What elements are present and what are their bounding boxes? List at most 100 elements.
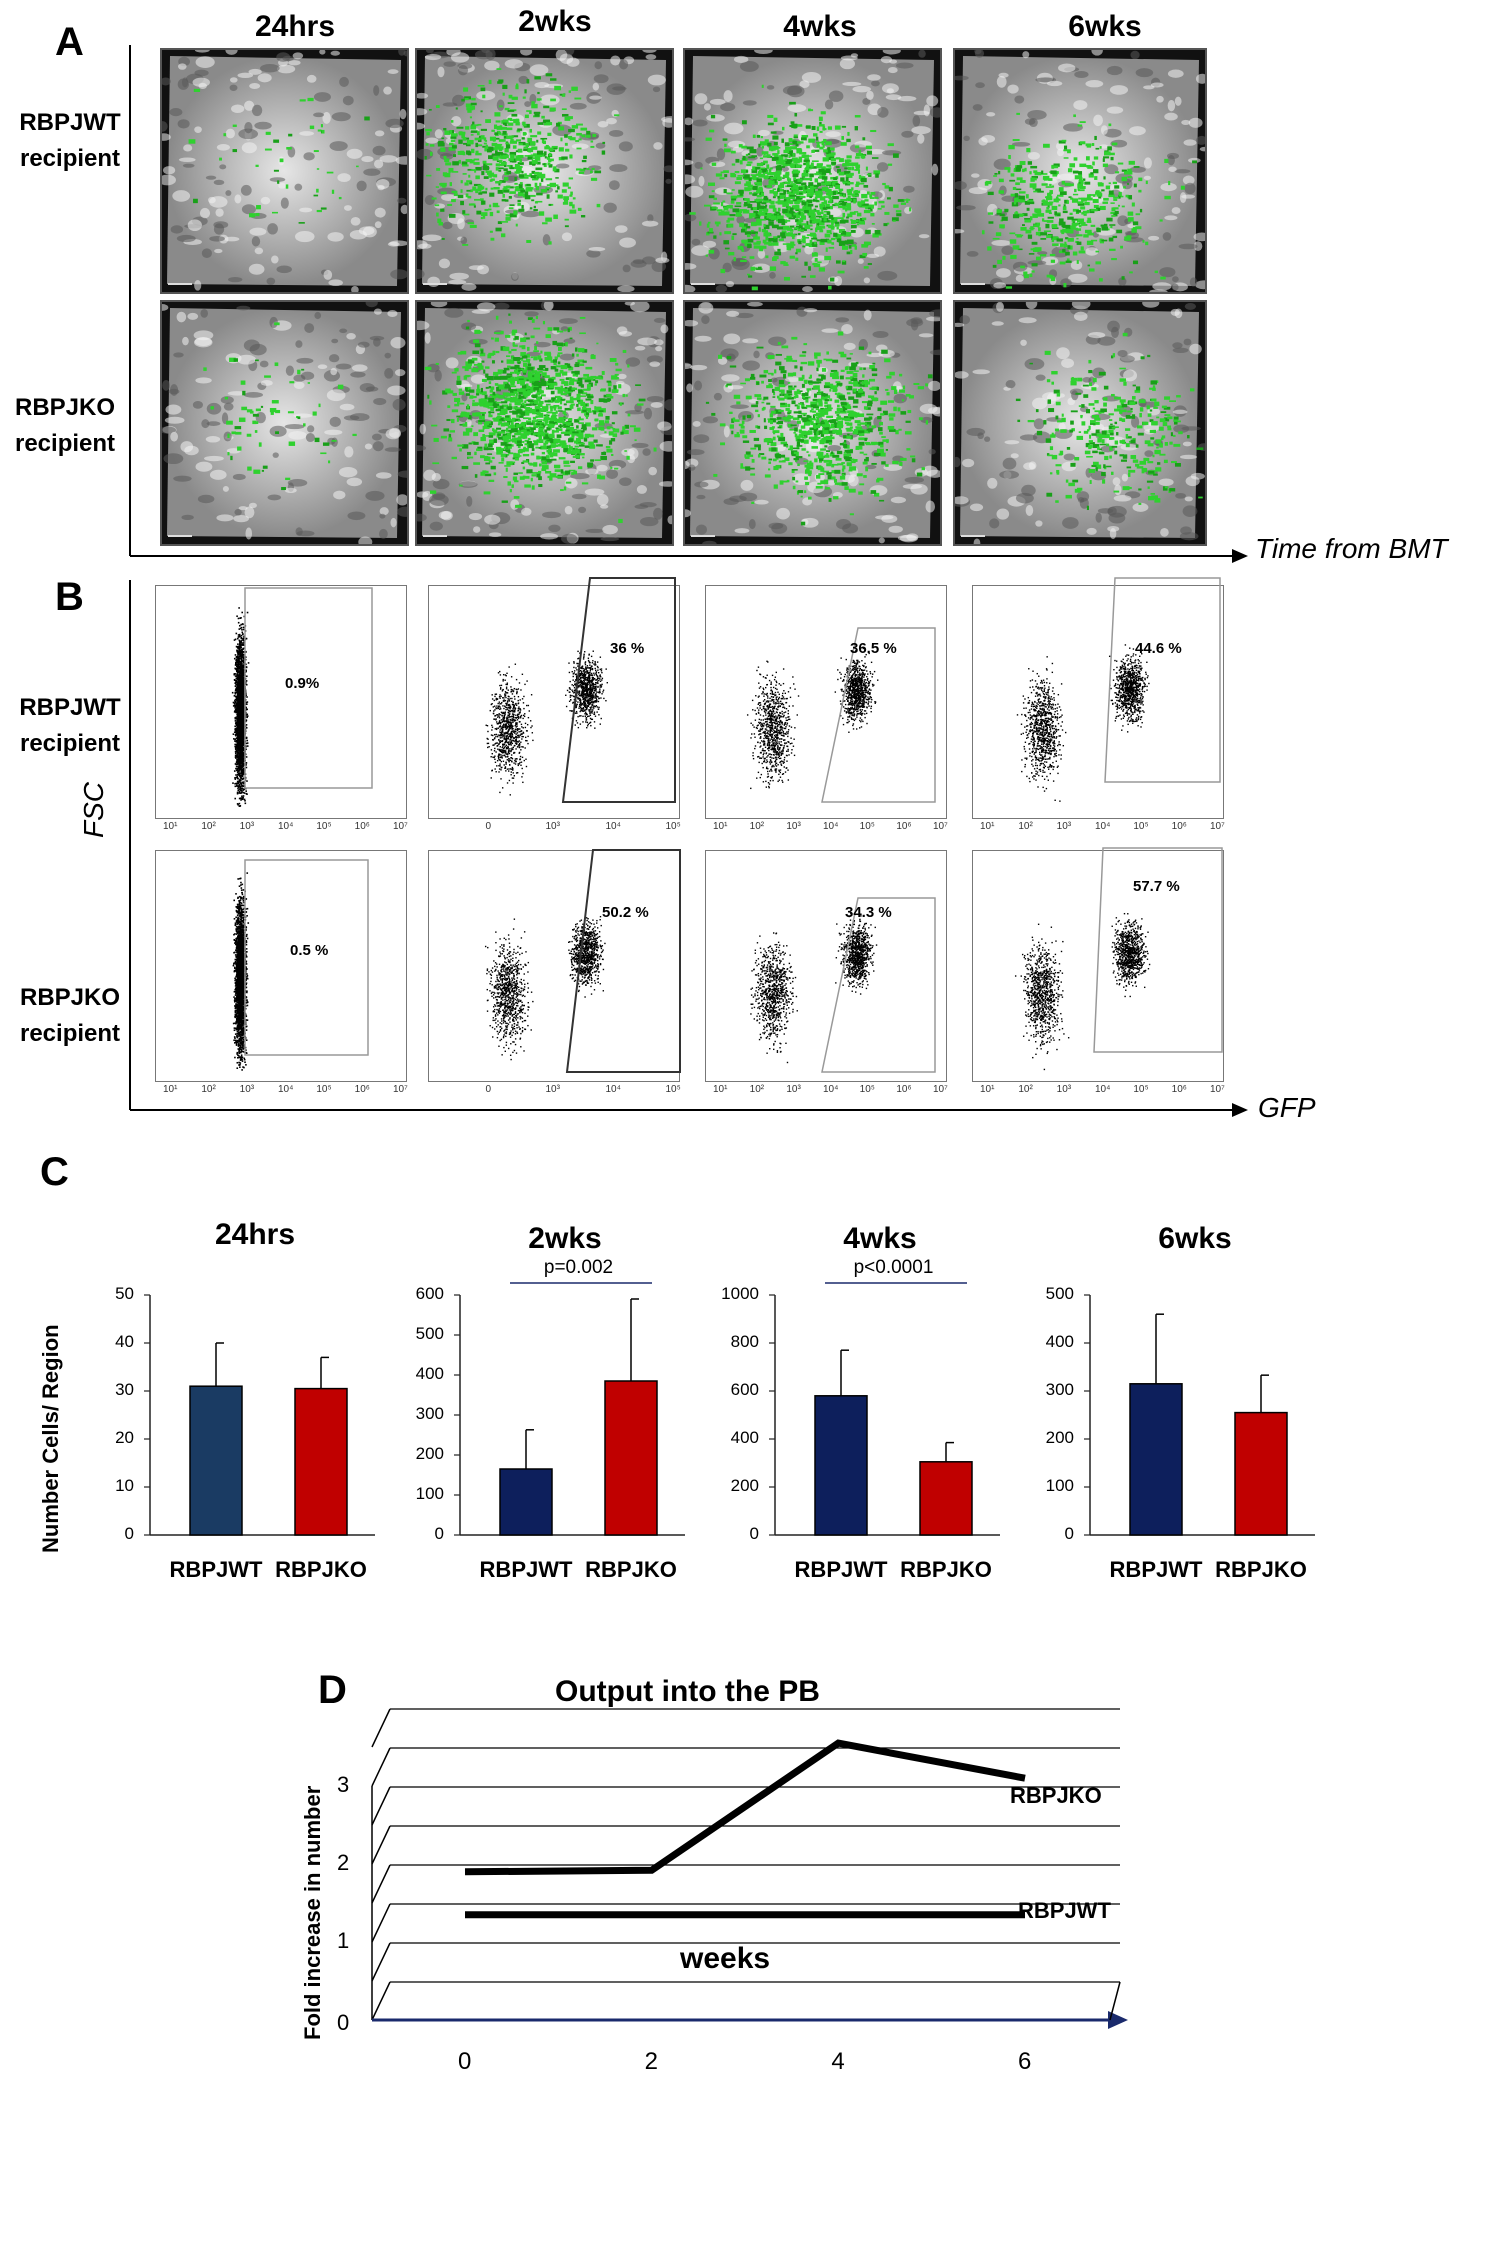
bar-category-label: RBPJKO: [261, 1557, 381, 1583]
panel-a-row-ko-line1: RBPJKO: [0, 390, 135, 426]
bar-y-tick-label: 100: [1034, 1476, 1074, 1496]
flow-tick-label: 10⁷: [1210, 1084, 1225, 1095]
bar-y-tick-label: 400: [1034, 1332, 1074, 1352]
bar-y-tick-label: 400: [404, 1364, 444, 1384]
flow-dots-wt-1: [485, 650, 608, 796]
flow-gate-wt-3: [1104, 577, 1221, 783]
line-corner-edge: [1109, 1981, 1121, 2021]
flow-dots-ko-2: [750, 912, 878, 1064]
bar-y-tick-label: 600: [404, 1284, 444, 1304]
panel-a-row-ko-label: RBPJKO recipient: [0, 390, 135, 462]
flow-gate-ko-3: [1093, 847, 1223, 1053]
line-x-tick-label: 4: [831, 2048, 844, 2076]
micro-image-wt-2wks: [415, 48, 674, 294]
bar-y-tick-label: 0: [1034, 1524, 1074, 1544]
panel-a-axes: [129, 45, 1248, 563]
bar-category-label: RBPJKO: [1201, 1557, 1321, 1583]
bar-category-label: RBPJWT: [156, 1557, 276, 1583]
panel-a-x-arrow: [1232, 549, 1248, 563]
flow-tick-label: 10⁶: [355, 1084, 370, 1095]
bar-RBPJKO: [919, 1461, 973, 1536]
bar-RBPJWT: [189, 1385, 243, 1536]
flow-plot-ko-0: [155, 850, 407, 1082]
flow-tick-label: 10⁵: [666, 821, 681, 832]
flow-tick-label: 10⁶: [1172, 1084, 1187, 1095]
flow-percent-ko-2: 34.3 %: [845, 904, 892, 921]
bar-y-tick-label: 500: [1034, 1284, 1074, 1304]
flow-tick-label: 10⁶: [896, 1084, 911, 1095]
flow-plot-wt-1: [428, 585, 680, 819]
bar-category-label: RBPJKO: [886, 1557, 1006, 1583]
flow-tick-label: 10⁴: [1095, 821, 1110, 832]
panel-b-row-wt-line2: recipient: [0, 726, 140, 762]
bar-y-tick-label: 40: [94, 1332, 134, 1352]
bar-RBPJKO: [1234, 1411, 1288, 1536]
grid-diagonal: [371, 1942, 391, 1982]
flow-gate-wt-0: [244, 587, 373, 789]
grid-diagonal: [371, 1981, 391, 2021]
flow-tick-label: 10⁷: [393, 1084, 408, 1095]
flow-tick-label: 10⁴: [823, 821, 838, 832]
flow-plot-ko-1: [428, 850, 680, 1082]
flow-tick-label: 10⁴: [606, 1084, 621, 1095]
flow-gate-wt-1: [561, 577, 676, 803]
flow-tick-label: 10²: [750, 1084, 764, 1095]
line-x-tick-label: 2: [645, 2048, 658, 2076]
panel-b-row-wt-line1: RBPJWT: [0, 690, 140, 726]
bar-y-tick-label: 300: [404, 1404, 444, 1424]
panel-d-letter: D: [318, 1668, 347, 1713]
bar-RBPJKO: [294, 1387, 348, 1536]
line-series-RBPJKO: [464, 1739, 1026, 1876]
bar-chart-title-6wks: 6wks: [1080, 1222, 1310, 1256]
flow-percent-ko-0: 0.5 %: [290, 942, 328, 959]
bar-y-tick-label: 100: [404, 1484, 444, 1504]
bar-y-tick-label: 200: [404, 1444, 444, 1464]
panel-a-x-axis-label: Time from BMT: [1255, 533, 1448, 565]
panel-a-row-wt-line1: RBPJWT: [0, 105, 140, 141]
grid-diagonal: [371, 1747, 391, 1787]
line-y-tick-label: 0: [337, 2010, 349, 2036]
bar-RBPJWT: [814, 1395, 868, 1536]
flow-tick-label: 10²: [1018, 1084, 1032, 1095]
micro-image-ko-4wks: [683, 300, 942, 546]
flow-tick-label: 10⁵: [1133, 821, 1148, 832]
micro-image-wt-6wks: [953, 48, 1207, 294]
bar-y-tick-label: 50: [94, 1284, 134, 1304]
panel-c-letter: C: [40, 1150, 69, 1195]
bar-y-tick-label: 30: [94, 1380, 134, 1400]
flow-tick-label: 10¹: [163, 821, 177, 832]
flow-gate-ko-2: [821, 897, 936, 1073]
panel-a-row-wt-line2: recipient: [0, 141, 140, 177]
flow-dots-wt-0: [231, 607, 250, 807]
flow-dots-wt-3: [1016, 644, 1150, 802]
flow-tick-label: 0: [486, 821, 492, 832]
bar-category-label: RBPJWT: [1096, 1557, 1216, 1583]
flow-tick-label: 10⁵: [860, 821, 875, 832]
panel-b-row-ko-line1: RBPJKO: [0, 980, 140, 1016]
bar-y-tick-label: 0: [404, 1524, 444, 1544]
panel-a-col-4wks: 4wks: [720, 10, 920, 44]
panel-a-row-ko-line2: recipient: [0, 426, 135, 462]
flow-tick-label: 10¹: [713, 821, 727, 832]
panel-b-x-axis-label: GFP: [1258, 1092, 1316, 1124]
panel-a-letter: A: [55, 20, 84, 65]
pvalue-label: p<0.0001: [815, 1257, 972, 1279]
bar-y-tick-label: 10: [94, 1476, 134, 1496]
flow-plot-ko-2: [705, 850, 947, 1082]
grid-diagonal: [371, 1903, 391, 1943]
bar-category-label: RBPJWT: [781, 1557, 901, 1583]
bar-y-tick-label: 500: [404, 1324, 444, 1344]
flow-tick-label: 10³: [1057, 1084, 1071, 1095]
flow-gate-wt-2: [821, 627, 936, 803]
line-y-tick-label: 2: [337, 1850, 349, 1876]
flow-tick-label: 10¹: [163, 1084, 177, 1095]
line-series-label-RBPJWT: RBPJWT: [1018, 1898, 1111, 1924]
line-series-label-RBPJKO: RBPJKO: [1010, 1783, 1102, 1809]
micro-image-wt-24hrs: [160, 48, 409, 294]
micro-image-wt-4wks: [683, 48, 942, 294]
bar-chart-title-24hrs: 24hrs: [140, 1218, 370, 1252]
flow-tick-label: 10⁷: [933, 821, 948, 832]
flow-tick-label: 10⁵: [316, 821, 331, 832]
flow-tick-label: 10⁵: [1133, 1084, 1148, 1095]
micro-image-ko-24hrs: [160, 300, 409, 546]
